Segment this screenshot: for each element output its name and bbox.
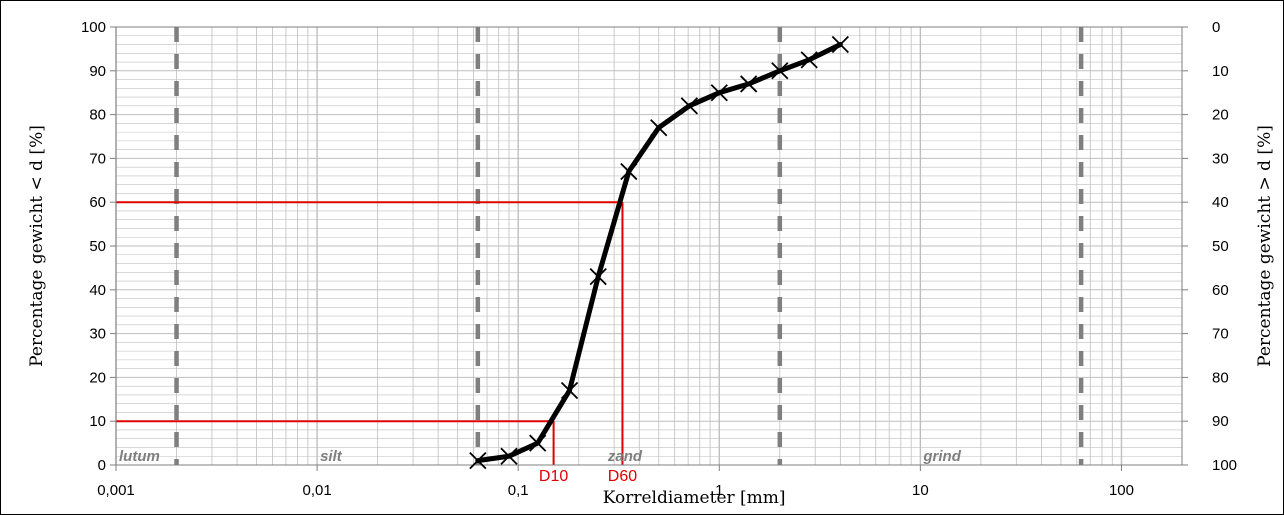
y-tick-label: 50 — [89, 238, 106, 255]
curve-group — [469, 35, 849, 470]
data-point — [831, 35, 849, 54]
y2-tick-label: 30 — [1212, 150, 1229, 167]
x-tick-label: 0,01 — [302, 482, 331, 499]
data-point-stroke — [831, 35, 849, 54]
data-point-stroke — [620, 162, 638, 181]
data-point-stroke — [740, 75, 758, 93]
data-point-stroke — [469, 451, 487, 470]
marker-label-d10: D10 — [539, 468, 568, 485]
data-point-stroke — [680, 97, 699, 115]
data-point-stroke — [529, 434, 547, 452]
data-point — [710, 84, 728, 102]
y-tick-label: 40 — [89, 282, 106, 299]
x-tick-label: 10 — [912, 482, 929, 499]
data-point — [589, 268, 607, 286]
x-tick-label: 0,001 — [97, 482, 135, 499]
data-point-stroke — [560, 381, 579, 400]
y2-tick-label: 90 — [1212, 413, 1229, 430]
x-tick-label: 100 — [1109, 482, 1134, 499]
x-tick-label: 1 — [715, 482, 723, 499]
zone-boundary-lines — [174, 27, 1084, 465]
y-tick-label: 70 — [89, 150, 106, 167]
y2-axis-title: Percentage gewicht > d [%] — [1255, 125, 1275, 367]
grid-lines — [115, 26, 1183, 466]
y-tick-label: 100 — [81, 19, 106, 36]
reference-lines — [116, 201, 624, 465]
y2-tick-label: 50 — [1212, 238, 1229, 255]
y-tick-label: 10 — [89, 413, 106, 430]
y2-tick-label: 60 — [1212, 282, 1229, 299]
marker-label-d60: D60 — [608, 468, 637, 485]
y2-tick-label: 0 — [1212, 19, 1220, 36]
y-tick-label: 20 — [89, 369, 106, 386]
y2-tick-label: 70 — [1212, 326, 1229, 343]
data-point-stroke — [771, 62, 789, 80]
data-point — [740, 75, 758, 93]
x-axis-title: Korreldiameter [mm] — [603, 488, 786, 508]
data-point-stroke — [589, 268, 607, 286]
data-point-stroke — [800, 51, 818, 69]
data-point — [680, 97, 699, 115]
y-tick-label: 0 — [98, 457, 106, 474]
data-point — [650, 119, 668, 137]
x-axis: 0,001 0,01 0,1 1 10 100 — [97, 465, 1134, 499]
y-tick-label: 60 — [89, 194, 106, 211]
y-axis-left: 0 10 20 30 40 50 60 70 80 90 100 — [81, 19, 116, 474]
data-point-stroke — [650, 119, 668, 137]
y-tick-label: 90 — [89, 63, 106, 80]
data-point — [500, 447, 518, 465]
data-point — [620, 162, 638, 181]
data-point — [469, 451, 487, 470]
zone-label-silt: silt — [320, 448, 343, 465]
zone-label-grind: grind — [922, 448, 961, 465]
y2-tick-label: 100 — [1212, 457, 1237, 474]
data-point — [800, 51, 818, 69]
data-point-stroke — [500, 447, 518, 465]
zone-label-zand: zand — [607, 448, 643, 465]
zone-labels: lutum silt zand grind — [119, 448, 962, 465]
x-tick-label: 0,1 — [508, 482, 529, 499]
data-point — [529, 434, 547, 452]
data-point — [771, 62, 789, 80]
y-tick-label: 30 — [89, 326, 106, 343]
y2-tick-label: 80 — [1212, 369, 1229, 386]
data-point — [560, 381, 579, 400]
zone-label-lutum: lutum — [119, 448, 160, 465]
y-tick-label: 80 — [89, 107, 106, 124]
y2-tick-label: 10 — [1212, 63, 1229, 80]
y2-tick-label: 20 — [1212, 107, 1229, 124]
data-point-stroke — [710, 84, 728, 102]
marker-labels: D10 D60 — [539, 468, 637, 485]
y-axis-title: Percentage gewicht < d [%] — [27, 125, 47, 367]
y2-tick-label: 40 — [1212, 194, 1229, 211]
